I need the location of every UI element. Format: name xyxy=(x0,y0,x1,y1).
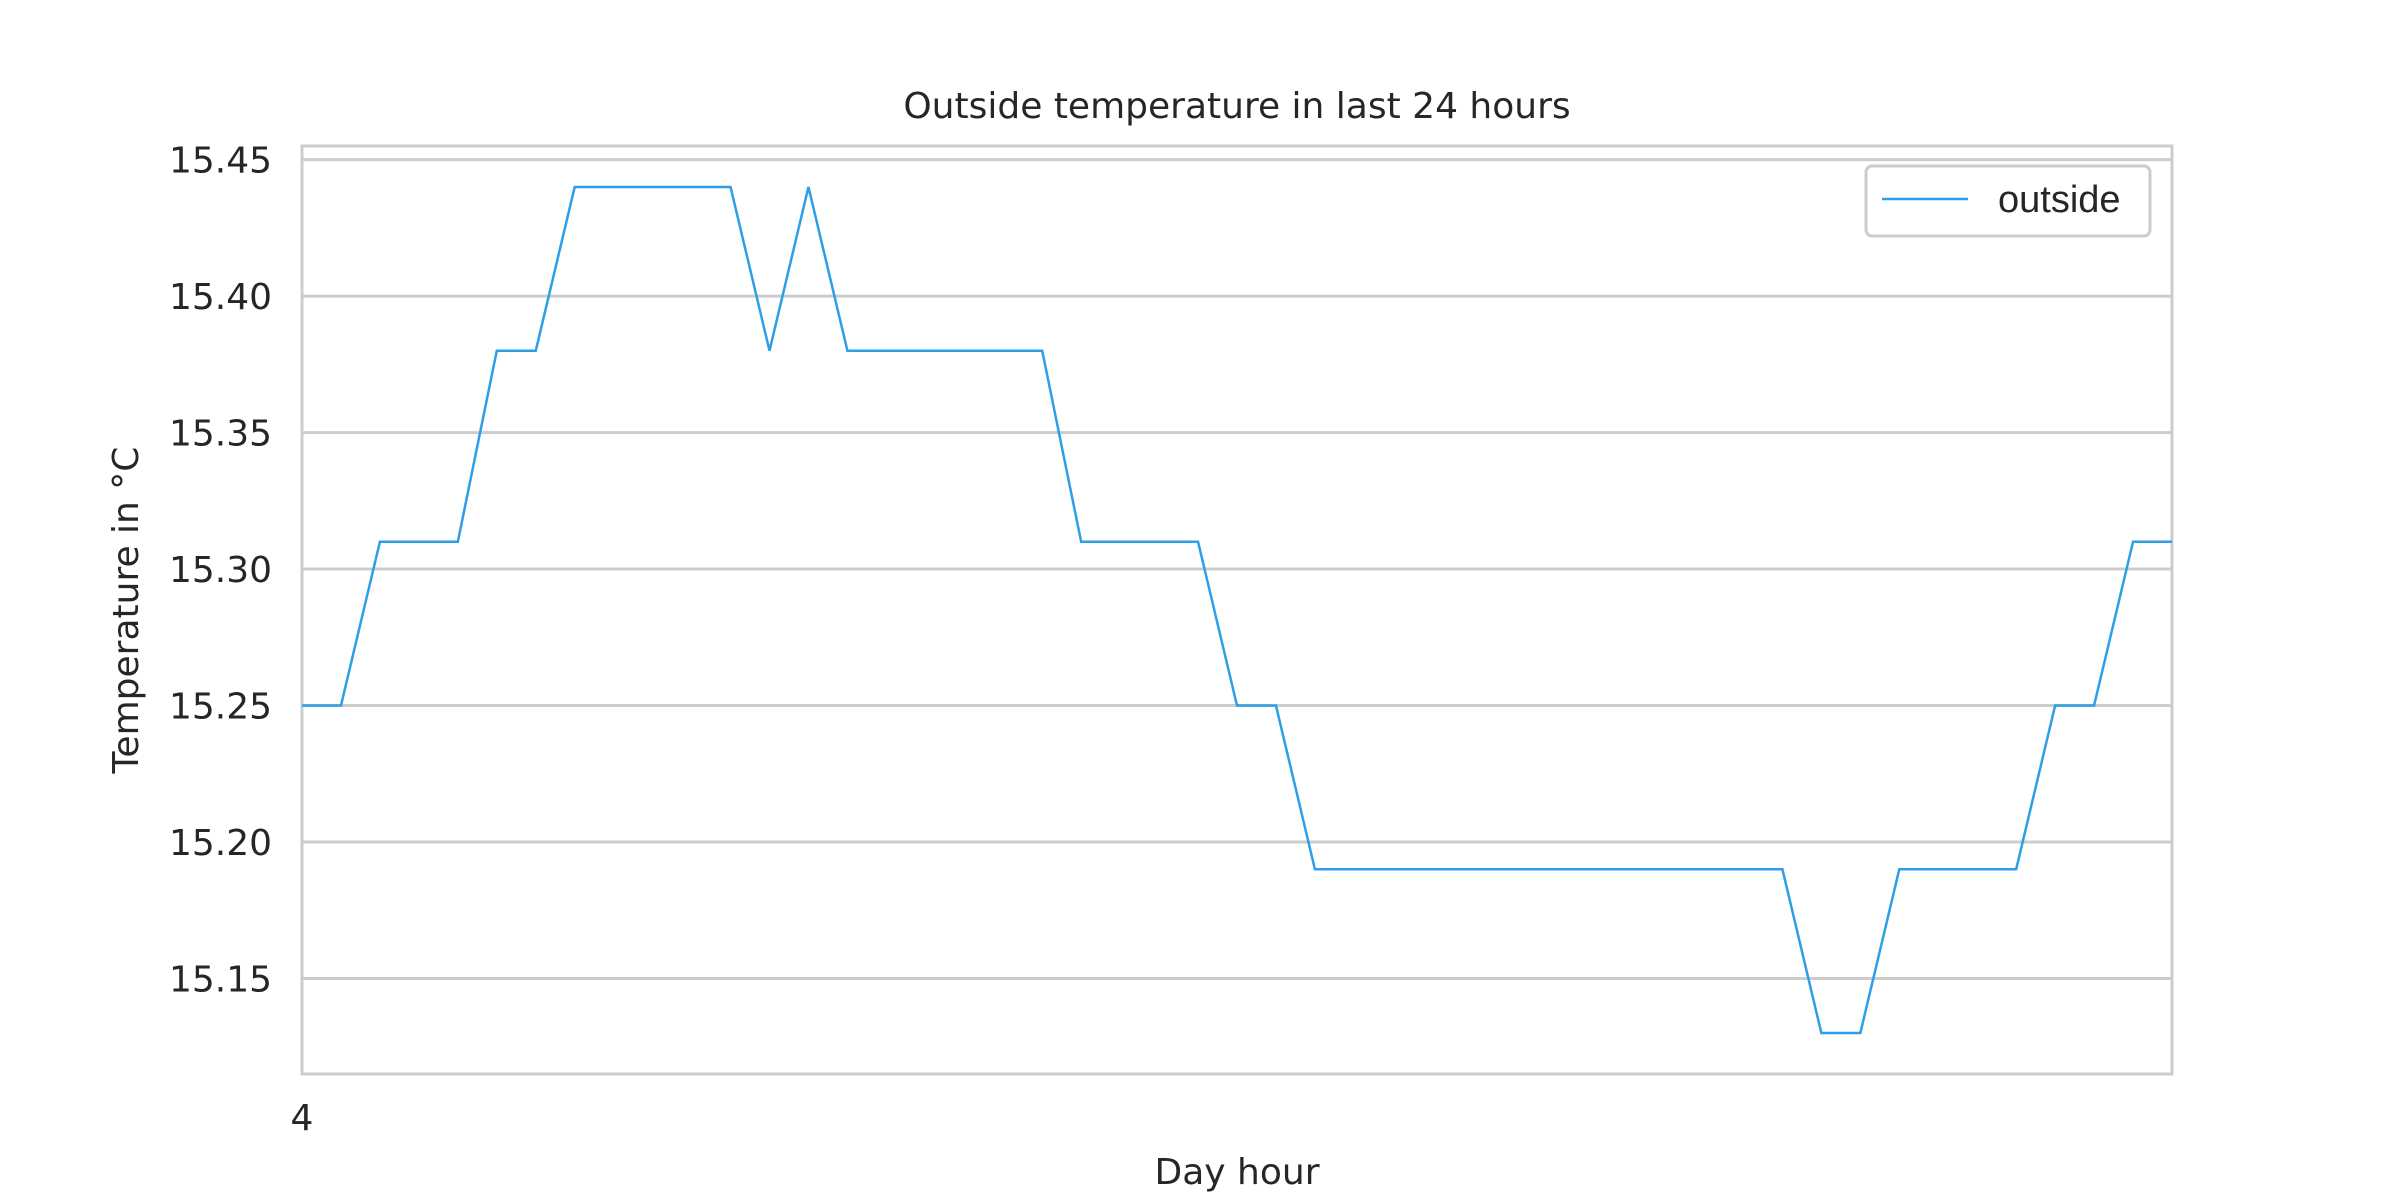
y-tick-label: 15.35 xyxy=(169,414,272,455)
y-axis-label: Temperature in °C xyxy=(106,447,147,775)
y-tick-label: 15.30 xyxy=(169,550,272,591)
series-line-outside xyxy=(302,185,2172,1035)
plot-area-frame xyxy=(300,144,2174,1076)
y-tick-label: 15.25 xyxy=(169,687,272,728)
x-axis-label: Day hour xyxy=(1155,1152,1320,1193)
chart-title: Outside temperature in last 24 hours xyxy=(903,86,1570,127)
legend-box xyxy=(1864,164,2152,238)
y-tick-labels: 15.15 15.20 15.25 15.30 15.35 15.40 15.45 xyxy=(169,141,272,1001)
legend: outside xyxy=(1864,164,2152,238)
y-tick-label: 15.15 xyxy=(169,959,272,1000)
y-tick-label: 15.45 xyxy=(169,141,272,182)
y-tick-label: 15.40 xyxy=(169,277,272,318)
legend-label-outside: outside xyxy=(1998,179,2121,221)
x-tick-labels: 4 xyxy=(291,1098,314,1139)
x-tick-label: 4 xyxy=(291,1098,314,1139)
y-tick-label: 15.20 xyxy=(169,823,272,864)
